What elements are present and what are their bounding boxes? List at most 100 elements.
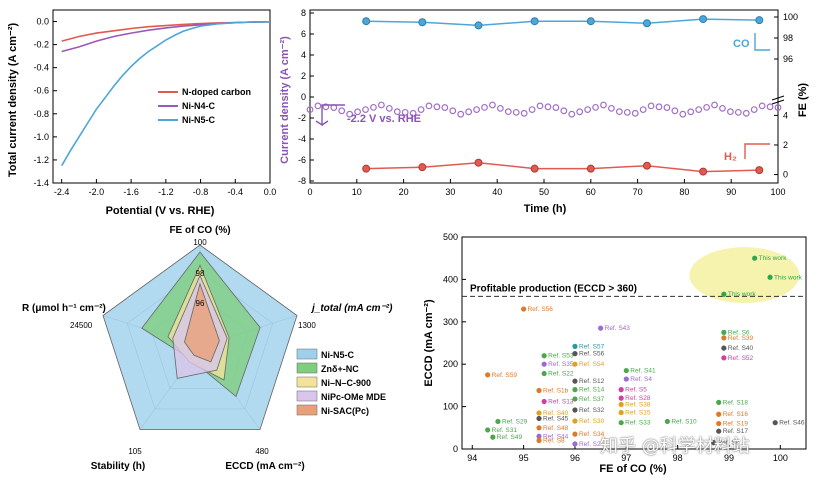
panel-b-current-point [457, 110, 465, 118]
panel-d-point [541, 361, 547, 367]
panel-c-axis-max: 1300 [298, 321, 316, 330]
panel-b-current-point [584, 106, 592, 113]
panel-b-current-point [409, 109, 417, 117]
panel-d-point-label: Ref. S41 [630, 368, 656, 375]
panel-d-point [572, 431, 578, 437]
panel-b-current-point [758, 102, 766, 110]
panel-b-co-arrow [754, 33, 770, 51]
panel-a-ytick-label: 0.0 [36, 17, 49, 27]
panel-b-current-point [512, 108, 520, 116]
panel-d-xlabel: FE of CO (%) [599, 463, 667, 475]
panel-c-legend-label: Ni-SAC(Pc) [321, 406, 369, 416]
panel-a-xtick-label: -0.8 [193, 187, 209, 197]
panel-d-point-label: Ref. S45 [543, 415, 569, 422]
panel-b-h2-point [418, 163, 427, 172]
panel-d-xtick-label: 100 [773, 453, 788, 463]
panel-a-xtick-label: -1.2 [158, 187, 174, 197]
panel-b-current-point [528, 106, 536, 113]
panel-b-ytick-right-label: 100 [783, 12, 798, 22]
panel-d-point-label: Ref. S4 [630, 376, 652, 383]
panel-a-frame [52, 9, 271, 184]
panel-a-legend-label: Ni-N4-C [182, 101, 215, 111]
panel-a-xtick-label: -2.0 [89, 187, 105, 197]
panel-c-legend-swatch [296, 376, 318, 388]
panel-b-current-point [687, 108, 695, 116]
panel-d-point-label: Ref. S37 [579, 396, 605, 403]
panel-c-axis-max: 480 [255, 447, 269, 456]
panel-b-current-point [600, 101, 607, 109]
panel-b-current-point [711, 101, 718, 109]
panel-a-ytick-label: -1.4 [33, 178, 49, 188]
panel-d-point-label: Ref. S17 [723, 428, 749, 435]
panel-b-h2-point [362, 164, 371, 173]
panel-a-ytick-label: -0.2 [33, 40, 49, 50]
panel-d-point [618, 409, 624, 416]
panel-b-current-point [338, 107, 346, 115]
panel-b-current-point [489, 101, 496, 109]
panel-b-annotation-arrow [315, 104, 345, 127]
panel-b-xtick-label: 60 [586, 187, 596, 197]
panel-d-point [485, 372, 491, 378]
panel-b-ytick-left-label: -2 [298, 113, 306, 123]
panel-d-point-label: Ref. S34 [579, 431, 605, 438]
panel-d-point [572, 361, 578, 367]
panel-d-point-label: Ref. S39 [728, 335, 754, 342]
panel-b-current-point [639, 106, 647, 113]
panel-d-point [536, 410, 542, 416]
panel-d-point-label: Ref. S5 [625, 387, 647, 394]
panel-d-xtick-label: 94 [467, 453, 477, 463]
panel-b-ytick-left-label: -8 [298, 176, 306, 186]
panel-b-co-point [586, 17, 595, 26]
panel-d-ylabel: ECCD (mA cm⁻²) [423, 299, 435, 387]
panel-c-legend-label: Ni–N–C-900 [321, 378, 371, 388]
panel-b-co-point [362, 17, 371, 26]
panel-d-point [721, 335, 727, 341]
panel-b-ytick-left-label: 8 [301, 8, 306, 18]
panel-d-point [716, 420, 722, 427]
panel-d-point [716, 399, 722, 405]
panel-b-current-point [377, 101, 385, 109]
panel-a-ytick-label: -0.4 [33, 63, 49, 73]
panel-b-current-point [631, 109, 639, 117]
panel-b-current-point [473, 106, 480, 113]
panel-d-point [716, 411, 722, 417]
panel-d-point [536, 425, 542, 431]
panel-d-point [490, 434, 496, 440]
panel-d-point [721, 345, 727, 351]
panel-d-point-label: Ref. S53 [548, 353, 574, 360]
panel-b-h2-point [474, 158, 483, 167]
panel-d-point-label: Ref. S33 [625, 420, 651, 427]
panel-d-point [623, 367, 629, 374]
panel-c-axis-title: FE of CO (%) [169, 225, 230, 236]
panel-d-xtick-label: 95 [519, 453, 529, 463]
panel-d-frame [461, 236, 807, 450]
panel-a-ytick-label: -1.2 [33, 155, 49, 165]
panel-b-current-point [322, 103, 330, 111]
panel-d-point [572, 387, 578, 393]
panel-b-current-point [592, 103, 599, 111]
panel-b-current-point [354, 108, 361, 116]
panel-b-h2-point [699, 167, 708, 176]
panel-c-legend-swatch [296, 404, 318, 416]
panel-b-current-point [719, 104, 726, 112]
panel-b-current-point [346, 110, 354, 118]
panel-b-current-point [615, 108, 623, 116]
panel-b-co-line [366, 18, 760, 27]
panel-d-point-label: Ref. S29 [502, 418, 528, 425]
panel-d-xtick-label: 99 [724, 453, 734, 463]
panel-c-legend-swatch [296, 362, 318, 374]
panel-b-ylabel-left: Current density (A cm⁻²) [279, 36, 291, 164]
panel-d-point [572, 396, 578, 402]
panel-b-current-point [401, 108, 409, 116]
panel-b-current-point [671, 107, 679, 115]
panel-b-ytick-right-label: 96 [783, 54, 793, 64]
panel-b-xtick-label: 50 [539, 187, 549, 197]
panel-b-current-point [774, 104, 782, 111]
panel-c-series-area [184, 282, 220, 363]
panel-d-point-label: Ref. S12 [579, 378, 605, 385]
panel-d-point [572, 343, 578, 349]
panel-b-current-point [393, 108, 401, 116]
panel-d-point-label: Ref. S15 [625, 410, 651, 417]
